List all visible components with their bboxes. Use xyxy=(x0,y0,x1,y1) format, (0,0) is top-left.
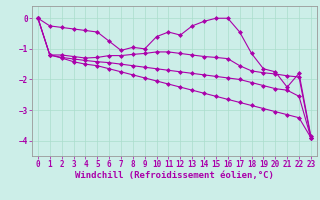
X-axis label: Windchill (Refroidissement éolien,°C): Windchill (Refroidissement éolien,°C) xyxy=(75,171,274,180)
